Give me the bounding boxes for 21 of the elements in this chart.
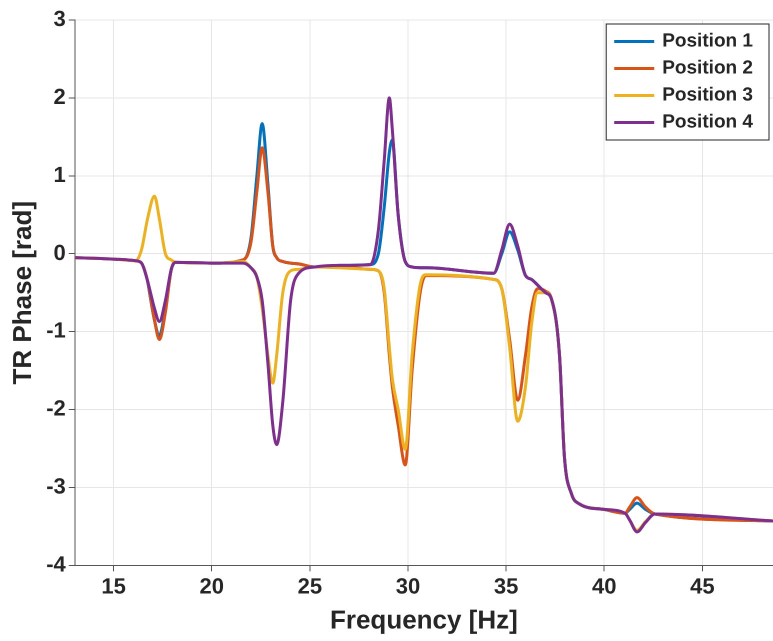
x-axis-title: Frequency [Hz]: [330, 604, 518, 635]
legend-label: Position 4: [662, 112, 754, 133]
x-tick-label: 25: [298, 574, 322, 599]
y-tick-label: -4: [46, 551, 67, 576]
x-tick-label: 40: [592, 574, 616, 599]
legend-label: Position 3: [662, 84, 754, 106]
y-tick-label: 1: [54, 162, 66, 187]
x-tick-label: 30: [396, 574, 420, 599]
y-tick-label: -1: [46, 318, 66, 343]
x-tick-label: 15: [101, 574, 126, 599]
legend-label: Position 2: [662, 58, 754, 79]
y-tick-label: 0: [54, 240, 66, 265]
x-tick-label: 35: [494, 574, 518, 599]
legend-label: Position 1: [662, 30, 754, 52]
y-axis-title: TR Phase [rad]: [6, 200, 37, 384]
y-tick-label: -3: [46, 474, 66, 499]
y-tick-label: -2: [46, 396, 66, 421]
y-tick-label: 2: [54, 84, 66, 109]
y-tick-label: 3: [54, 6, 66, 32]
x-tick-label: 45: [690, 574, 715, 599]
x-tick-label: 20: [200, 574, 224, 599]
